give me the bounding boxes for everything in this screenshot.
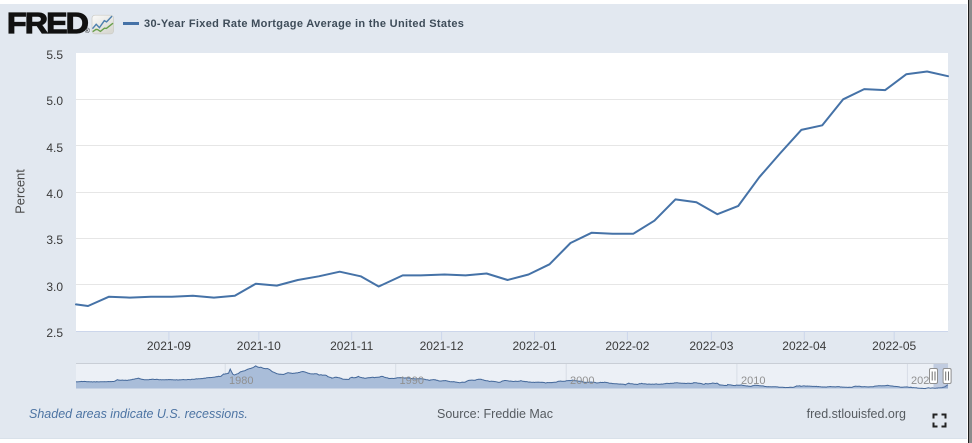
svg-text:2000: 2000 xyxy=(570,375,594,387)
svg-text:1980: 1980 xyxy=(229,375,253,387)
svg-text:1990: 1990 xyxy=(400,375,424,387)
svg-text:2010: 2010 xyxy=(741,375,765,387)
